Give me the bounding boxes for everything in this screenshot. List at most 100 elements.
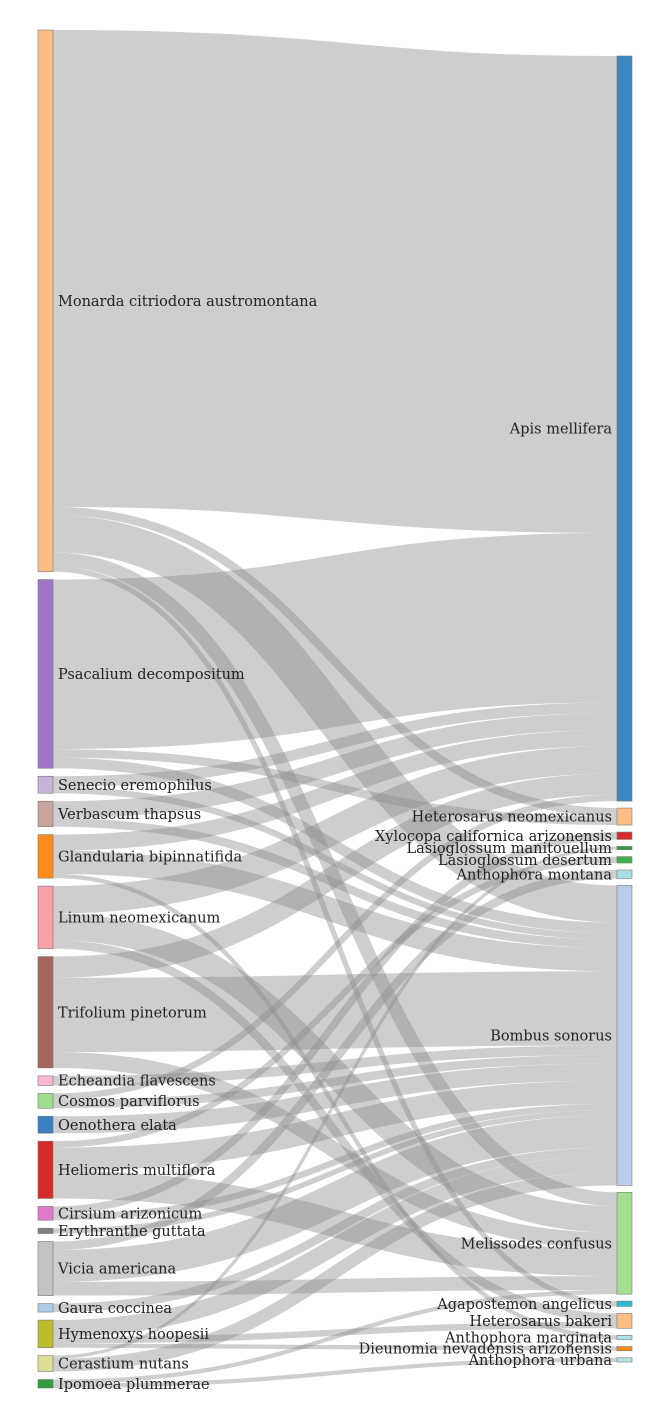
label-trifolium-pinetorum: Trifolium pinetorum (58, 1005, 207, 1021)
link-ipomoea-plummerae-to-melissodes-confusus (52, 1289, 618, 1384)
node-heterosarus-bakeri (616, 1313, 633, 1329)
link-psacalium-decompositum-to-heterosarus-neomexicanus (52, 749, 618, 826)
node-psacalium-decompositum (37, 579, 54, 769)
node-heterosarus-neomexicanus (616, 807, 633, 826)
link-linum-neomexicanum-to-melissodes-confusus (52, 913, 618, 1233)
link-monarda-citriodora-austromontana-to-apis-mellifera (52, 30, 618, 533)
link-cosmos-parviflorus-to-apis-mellifera (52, 794, 618, 1100)
link-oenothera-elata-to-bombus-sonorus (52, 1063, 618, 1134)
label-heliomeris-multiflora: Heliomeris multiflora (58, 1163, 216, 1179)
label-anthophora-montana: Anthophora montana (455, 867, 612, 883)
link-psacalium-decompositum-to-apis-mellifera (52, 532, 618, 750)
node-apis-mellifera (616, 55, 633, 802)
label-lasioglossum-manitouellum: Lasioglossum manitouellum (406, 841, 612, 857)
label-heterosarus-neomexicanus: Heterosarus neomexicanus (412, 810, 612, 826)
node-xylocopa-californica-arizonensis (616, 831, 633, 840)
link-vicia-americana-to-melissodes-confusus (52, 1276, 618, 1296)
link-heliomeris-multiflora-to-lasioglossum-desertum (52, 856, 618, 1148)
node-senecio-eremophilus (37, 775, 54, 794)
link-glandularia-bipinnatifida-to-bombus-sonorus (52, 850, 618, 972)
label-heterosarus-bakeri: Heterosarus bakeri (469, 1314, 612, 1330)
label-bombus-sonorus: Bombus sonorus (490, 1029, 612, 1045)
link-ipomoea-plummerae-to-anthophora-urbana (52, 1357, 618, 1388)
link-heliomeris-multiflora-to-bombus-sonorus (52, 1080, 618, 1171)
node-dieunomia-nevadensis-arizonensis (616, 1346, 633, 1352)
node-vicia-americana (37, 1241, 54, 1296)
node-cerastium-nutans (37, 1355, 54, 1372)
link-erythranthe-guttata-to-bombus-sonorus (52, 1110, 618, 1234)
label-linum-neomexicanum: Linum neomexicanum (58, 910, 221, 926)
label-glandularia-bipinnatifida: Glandularia bipinnatifida (58, 849, 243, 865)
label-cerastium-nutans: Cerastium nutans (58, 1357, 189, 1373)
link-linum-neomexicanum-to-apis-mellifera (52, 745, 618, 914)
node-lasioglossum-desertum (616, 856, 633, 864)
node-bombus-sonorus (616, 885, 633, 1186)
node-monarda-citriodora-austromontana (37, 29, 54, 572)
link-monarda-citriodora-austromontana-to-bombus-sonorus (52, 515, 618, 923)
node-gaura-coccinea (37, 1303, 54, 1313)
label-hymenoxys-hoopesii: Hymenoxys hoopesii (58, 1327, 209, 1343)
node-cirsium-arizonicum (37, 1206, 54, 1221)
node-glandularia-bipinnatifida (37, 834, 54, 879)
link-cirsium-arizonicum-to-bombus-sonorus (52, 1103, 618, 1221)
node-ipomoea-plummerae (37, 1379, 54, 1389)
link-trifolium-pinetorum-to-melissodes-confusus (52, 1052, 618, 1249)
node-heliomeris-multiflora (37, 1140, 54, 1199)
label-anthophora-urbana: Anthophora urbana (468, 1353, 613, 1369)
node-oenothera-elata (37, 1115, 54, 1134)
label-verbascum-thapsus: Verbascum thapsus (57, 807, 201, 823)
label-monarda-citriodora-austromontana: Monarda citriodora austromontana (58, 294, 318, 310)
link-senecio-eremophilus-to-apis-mellifera (52, 702, 618, 787)
label-cosmos-parviflorus: Cosmos parviflorus (58, 1094, 200, 1110)
label-melissodes-confusus: Melissodes confusus (461, 1236, 612, 1252)
label-oenothera-elata: Oenothera elata (58, 1118, 177, 1134)
link-cirsium-arizonicum-to-xylocopa-californica-arizonensis (52, 832, 618, 1214)
node-agapostemon-angelicus (616, 1300, 633, 1307)
link-vicia-americana-to-bombus-sonorus (52, 1115, 618, 1282)
node-echeandia-flavescens (37, 1075, 54, 1086)
label-anthophora-marginata: Anthophora marginata (444, 1330, 612, 1346)
link-glandularia-bipinnatifida-to-anthophora-marginata (52, 873, 618, 1340)
label-agapostemon-angelicus: Agapostemon angelicus (436, 1297, 612, 1313)
link-glandularia-bipinnatifida-to-apis-mellifera (52, 730, 618, 851)
sankey-labels: Monarda citriodora austromontana Psacaliu… (57, 294, 612, 1393)
label-xylocopa-californica-arizonensis: Xylocopa californica arizonensis (375, 829, 612, 845)
link-linum-neomexicanum-to-heterosarus-bakeri (52, 940, 618, 1322)
node-verbascum-thapsus (37, 800, 54, 827)
link-monarda-citriodora-austromontana-to-melissodes-confusus (52, 552, 618, 1207)
node-anthophora-marginata (616, 1334, 633, 1340)
node-erythranthe-guttata (37, 1227, 54, 1234)
node-cosmos-parviflorus (37, 1093, 54, 1109)
link-cerastium-nutans-to-bombus-sonorus (52, 1172, 618, 1372)
sankey-links (52, 30, 618, 1388)
label-ipomoea-plummerae: Ipomoea plummerae (58, 1377, 210, 1393)
link-psacalium-decompositum-to-bombus-sonorus (52, 757, 618, 934)
link-senecio-eremophilus-to-bombus-sonorus (52, 786, 618, 940)
node-trifolium-pinetorum (37, 956, 54, 1069)
label-senecio-eremophilus: Senecio eremophilus (58, 778, 212, 794)
link-hymenoxys-hoopesii-to-bombus-sonorus (52, 1155, 618, 1338)
node-lasioglossum-manitouellum (616, 846, 633, 850)
link-trifolium-pinetorum-to-apis-mellifera (52, 773, 618, 978)
link-trifolium-pinetorum-to-bombus-sonorus (52, 971, 618, 1052)
link-hymenoxys-hoopesii-to-heterosarus-bakeri (52, 1321, 618, 1344)
label-gaura-coccinea: Gaura coccinea (58, 1301, 172, 1317)
link-verbascum-thapsus-to-apis-mellifera (52, 713, 618, 819)
link-heliomeris-multiflora-to-melissodes-confusus (52, 1170, 618, 1277)
label-echeandia-flavescens: Echeandia flavescens (58, 1074, 216, 1090)
label-cirsium-arizonicum: Cirsium arizonicum (58, 1206, 202, 1222)
label-lasioglossum-desertum: Lasioglossum desertum (438, 853, 612, 869)
link-monarda-citriodora-austromontana-to-heterosarus-neomexicanus (52, 506, 618, 817)
label-apis-mellifera: Apis mellifera (509, 422, 613, 438)
sankey-nodes (37, 29, 633, 1389)
link-cosmos-parviflorus-to-bombus-sonorus (52, 1055, 618, 1109)
link-vicia-americana-to-anthophora-montana (52, 869, 618, 1251)
label-psacalium-decompositum: Psacalium decompositum (58, 667, 245, 683)
node-anthophora-montana (616, 869, 633, 879)
label-dieunomia-nevadensis-arizonensis: Dieunomia nevadensis arizonensis (359, 1342, 612, 1358)
link-gaura-coccinea-to-bombus-sonorus (52, 1147, 618, 1313)
link-monarda-citriodora-austromontana-to-agapostemon-angelicus (52, 566, 618, 1307)
link-verbascum-thapsus-to-bombus-sonorus (52, 818, 618, 948)
node-melissodes-confusus (616, 1192, 633, 1295)
